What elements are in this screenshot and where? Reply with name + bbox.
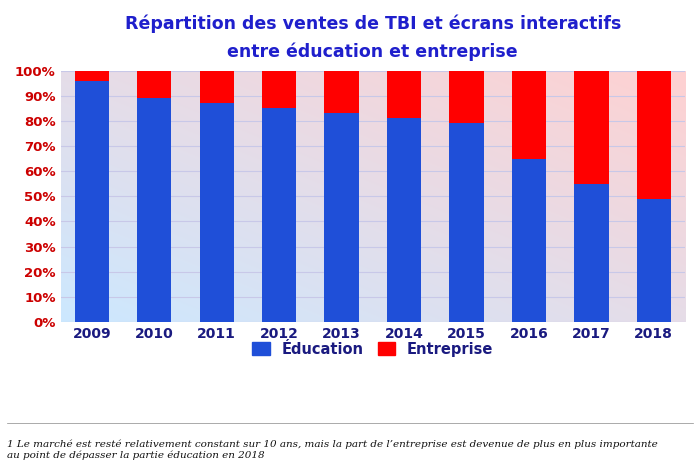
Bar (137, 71, 172, 98)
Bar (262, 108, 296, 322)
Text: 1 Le marché est resté relativement constant sur 10 ans, mais la part de l’entrep: 1 Le marché est resté relativement const… (7, 439, 658, 460)
Bar (574, 71, 608, 184)
Title: Répartition des ventes de TBI et écrans interactifs
entre éducation et entrepris: Répartition des ventes de TBI et écrans … (125, 15, 621, 61)
Bar (574, 184, 608, 322)
Bar (324, 71, 359, 113)
Bar (137, 98, 172, 322)
Bar (75, 71, 109, 81)
Legend: Éducation, Entreprise: Éducation, Entreprise (246, 336, 499, 363)
Bar (636, 71, 671, 199)
Bar (199, 103, 234, 322)
Bar (449, 123, 484, 322)
Bar (262, 71, 296, 108)
Bar (387, 71, 421, 118)
Bar (636, 199, 671, 322)
Bar (199, 71, 234, 103)
Bar (387, 118, 421, 322)
Bar (512, 71, 546, 158)
Bar (324, 113, 359, 322)
Bar (75, 81, 109, 322)
Bar (512, 158, 546, 322)
Bar (449, 71, 484, 123)
